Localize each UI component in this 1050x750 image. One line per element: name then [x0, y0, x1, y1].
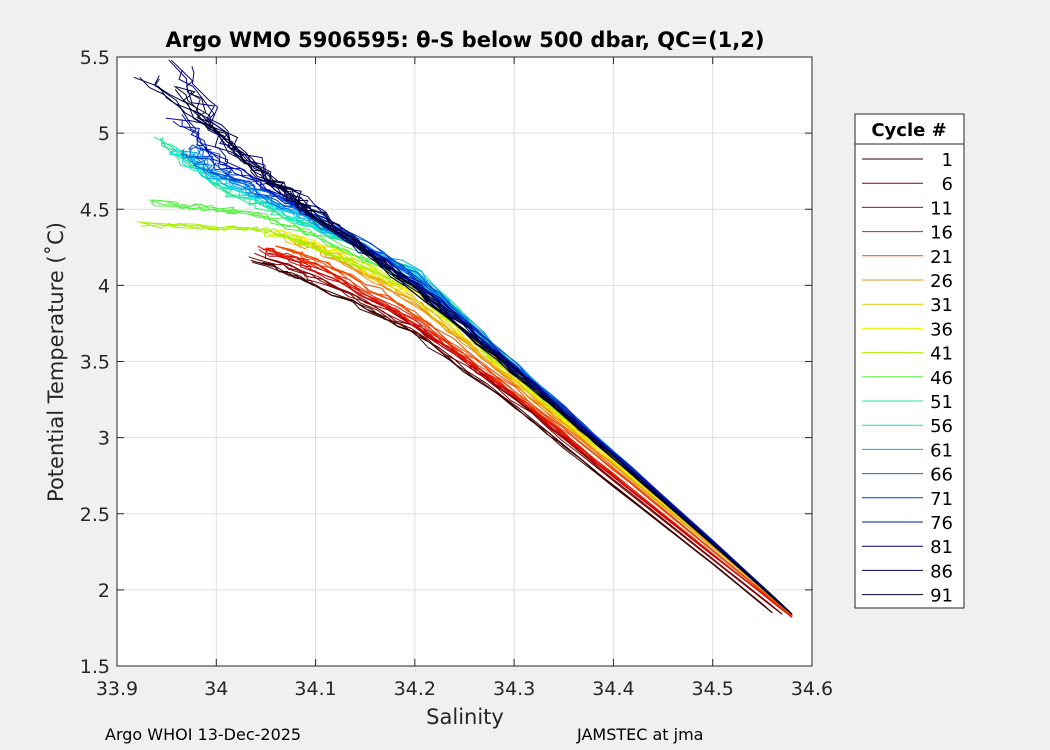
legend-item: 76 — [862, 513, 953, 534]
legend-item: 66 — [862, 465, 953, 486]
legend-label: 21 — [930, 247, 953, 268]
legend-item: 21 — [862, 247, 953, 268]
x-axis-label: Salinity — [426, 705, 504, 729]
legend-label: 81 — [930, 537, 953, 558]
legend-label: 26 — [930, 271, 953, 292]
footer-left: Argo WHOI 13-Dec-2025 — [105, 725, 302, 744]
y-tick-label: 5 — [98, 123, 110, 145]
legend-item: 6 — [862, 174, 953, 195]
legend-label: 56 — [930, 416, 953, 437]
legend-item: 16 — [862, 223, 953, 244]
series-line — [254, 252, 783, 615]
series-layer — [133, 59, 793, 618]
legend-label: 91 — [930, 586, 953, 607]
series-line — [276, 245, 793, 617]
series-line — [250, 259, 773, 614]
legend-label: 16 — [930, 223, 953, 244]
y-axis-label: Potential Temperature (˚C) — [44, 222, 68, 502]
series-line — [248, 256, 783, 615]
legend-label: 61 — [930, 440, 953, 461]
legend-item: 91 — [862, 586, 953, 607]
x-tick-label: 33.9 — [96, 678, 138, 700]
y-tick-label: 4 — [98, 275, 110, 297]
legend-item: 41 — [862, 344, 953, 365]
legend-item: 51 — [862, 392, 953, 413]
legend-item: 61 — [862, 440, 953, 461]
legend-item: 46 — [862, 368, 953, 389]
legend-item: 1 — [862, 150, 953, 171]
legend-box — [854, 113, 965, 609]
legend-label: 31 — [930, 295, 953, 316]
y-tick-label: 4.5 — [80, 199, 110, 221]
legend-label: 51 — [930, 392, 953, 413]
x-tick-label: 34.4 — [592, 678, 634, 700]
legend-item: 71 — [862, 489, 953, 510]
legend-item: 26 — [862, 271, 953, 292]
y-tick-label: 2 — [98, 580, 110, 602]
legend-label: 41 — [930, 344, 953, 365]
legend: Cycle # 16111621263136414651566166717681… — [854, 113, 965, 609]
x-tick-label: 34.3 — [493, 678, 535, 700]
series-line — [190, 90, 793, 615]
series-line — [262, 261, 773, 614]
legend-label: 66 — [930, 465, 953, 486]
y-tick-label: 5.5 — [80, 47, 110, 69]
x-tick-label: 34.1 — [294, 678, 336, 700]
legend-item: 56 — [862, 416, 953, 437]
y-tick-label: 3 — [98, 428, 110, 450]
legend-label: 36 — [930, 319, 953, 340]
legend-label: 6 — [942, 174, 953, 195]
series-cycle-91 — [173, 85, 793, 615]
legend-item: 86 — [862, 561, 953, 582]
y-axis: 1.5 2 2.5 3 3.5 4 4.5 5 5.5 — [80, 47, 812, 678]
y-tick-label: 2.5 — [80, 504, 110, 526]
series-cycles-6-10 — [248, 252, 783, 615]
legend-item: 36 — [862, 319, 953, 340]
x-tick-label: 34 — [204, 678, 228, 700]
y-tick-label: 3.5 — [80, 352, 110, 374]
legend-item: 11 — [862, 198, 953, 219]
legend-title: Cycle # — [871, 120, 946, 141]
x-tick-label: 34.6 — [791, 678, 833, 700]
legend-label: 1 — [942, 150, 953, 171]
legend-label: 76 — [930, 513, 953, 534]
series-line — [174, 88, 793, 615]
legend-item: 81 — [862, 537, 953, 558]
chart-title: Argo WMO 5906595: θ-S below 500 dbar, QC… — [166, 28, 765, 52]
x-tick-label: 34.2 — [394, 678, 436, 700]
y-tick-label: 1.5 — [80, 656, 110, 678]
footer-right: JAMSTEC at jma — [577, 725, 704, 744]
x-tick-label: 34.5 — [692, 678, 734, 700]
x-axis: 33.9 34 34.1 34.2 34.3 34.4 34.5 34.6 — [96, 57, 833, 700]
series-line — [283, 236, 793, 615]
series-cycles-1-5 — [250, 259, 773, 614]
legend-item: 31 — [862, 295, 953, 316]
legend-label: 71 — [930, 489, 953, 510]
legend-label: 86 — [930, 561, 953, 582]
legend-label: 46 — [930, 368, 953, 389]
legend-label: 11 — [930, 198, 953, 219]
